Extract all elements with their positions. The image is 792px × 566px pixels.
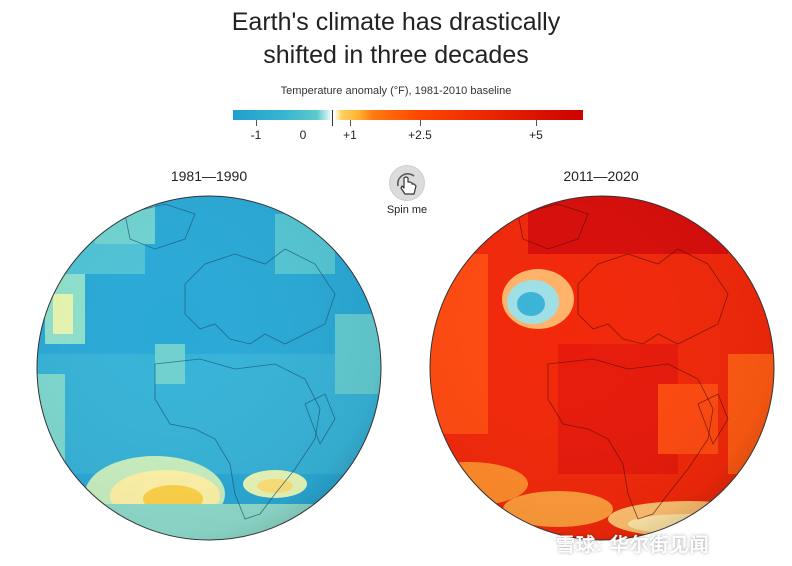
subtitle: Temperature anomaly (°F), 1981-2010 base… xyxy=(280,85,512,97)
spin-label: Spin me xyxy=(386,204,428,216)
scale-zero-marker xyxy=(332,110,333,126)
scale-tick-label: +1 xyxy=(343,128,357,142)
scale-tick-label: -1 xyxy=(250,128,262,142)
spin-button[interactable] xyxy=(389,165,425,201)
globe-1981-1990[interactable] xyxy=(35,194,383,542)
title-line-1: Earth's climate has drastically xyxy=(231,8,561,36)
scale-tick xyxy=(536,120,537,126)
color-scale-bar xyxy=(233,110,583,120)
hand-pointer-icon xyxy=(397,173,417,195)
watermark: 雪球: 华尔街见闻 xyxy=(556,535,710,556)
title-line-2: shifted in three decades xyxy=(263,41,529,69)
scale-tick-label: 0 xyxy=(299,128,307,142)
scale-tick xyxy=(350,120,351,126)
scale-tick-label: +5 xyxy=(529,128,543,142)
globe-label-left: 1981—1990 xyxy=(170,168,248,184)
chart-title: Earth's climate has drastically shifted … xyxy=(0,6,792,72)
globe-2011-2020[interactable] xyxy=(428,194,776,542)
globe-label-right: 2011—2020 xyxy=(563,168,639,184)
scale-tick-label: +2.5 xyxy=(408,128,432,142)
scale-tick xyxy=(420,120,421,126)
scale-tick xyxy=(256,120,257,126)
